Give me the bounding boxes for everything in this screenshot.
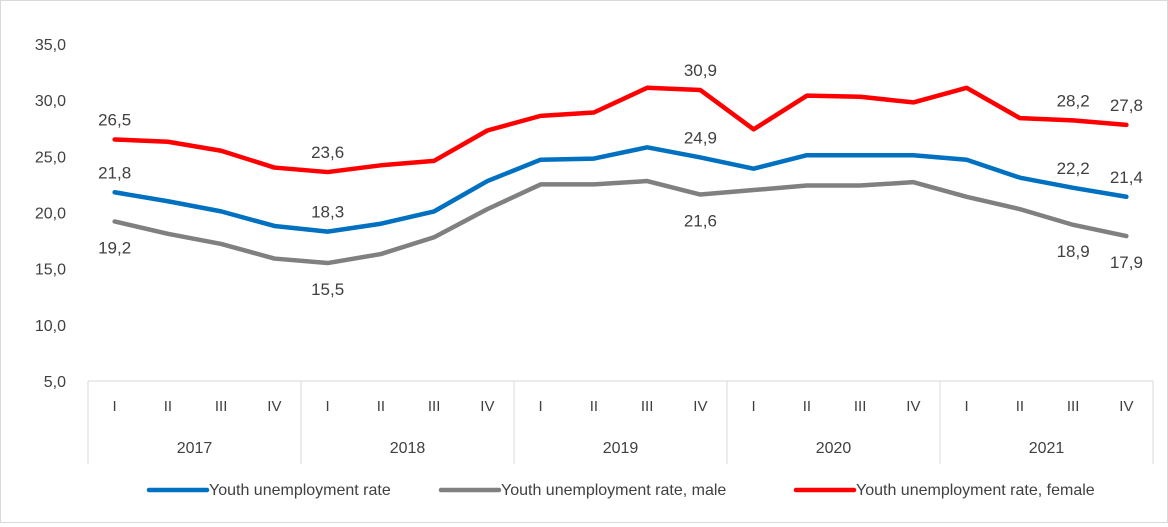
data-label: 30,9 bbox=[684, 61, 717, 80]
series-layer bbox=[112, 85, 1129, 266]
series-line bbox=[112, 178, 1129, 266]
quarter-tick-label: I bbox=[326, 398, 330, 415]
quarter-tick-label: I bbox=[113, 398, 117, 415]
year-tick-label: 2020 bbox=[816, 440, 852, 457]
quarter-tick-label: IV bbox=[906, 398, 920, 415]
series-line bbox=[112, 145, 1129, 234]
data-label: 22,2 bbox=[1057, 159, 1090, 178]
quarter-tick-label: I bbox=[539, 398, 543, 415]
year-tick-label: 2018 bbox=[390, 440, 426, 457]
legend: Youth unemployment rate Youth unemploymen… bbox=[146, 482, 1095, 499]
year-tick-label: 2021 bbox=[1029, 440, 1065, 457]
y-tick-label: 10,0 bbox=[35, 318, 66, 335]
quarter-tick-label: III bbox=[215, 398, 228, 415]
y-tick-label: 30,0 bbox=[35, 93, 66, 110]
y-tick-label: 20,0 bbox=[35, 206, 66, 223]
quarter-tick-label: II bbox=[164, 398, 172, 415]
quarter-tick-label: III bbox=[641, 398, 654, 415]
data-label: 19,2 bbox=[98, 238, 131, 257]
data-label: 15,5 bbox=[311, 280, 344, 299]
quarter-tick-label: IV bbox=[480, 398, 494, 415]
y-tick-label: 15,0 bbox=[35, 262, 66, 279]
legend-label: Youth unemployment rate bbox=[209, 482, 391, 499]
axis-layer: 5,010,015,020,025,030,035,0I II III IV2017I… bbox=[35, 37, 1154, 464]
data-label: 28,2 bbox=[1057, 91, 1090, 110]
y-tick-label: 25,0 bbox=[35, 149, 66, 166]
data-label: 24,9 bbox=[684, 128, 717, 147]
quarter-tick-label: II bbox=[377, 398, 385, 415]
y-tick-label: 5,0 bbox=[44, 374, 66, 391]
data-label: 26,5 bbox=[98, 110, 131, 129]
quarter-tick-label: III bbox=[854, 398, 867, 415]
data-label: 27,8 bbox=[1110, 96, 1143, 115]
data-label-layer: 21,8 18,3 24,9 22,2 21,4 19,2 15,5 21,6 18,9 17,9… bbox=[98, 61, 1143, 299]
data-label: 17,9 bbox=[1110, 253, 1143, 272]
legend-label: Youth unemployment rate, female bbox=[856, 482, 1095, 499]
quarter-tick-label: III bbox=[428, 398, 441, 415]
quarter-tick-label: II bbox=[1016, 398, 1024, 415]
quarter-tick-label: IV bbox=[267, 398, 281, 415]
data-label: 21,4 bbox=[1110, 168, 1143, 187]
data-label: 23,6 bbox=[311, 143, 344, 162]
year-tick-label: 2019 bbox=[603, 440, 639, 457]
data-label: 21,8 bbox=[98, 163, 131, 182]
quarter-tick-label: II bbox=[590, 398, 598, 415]
quarter-tick-label: III bbox=[1067, 398, 1080, 415]
quarter-tick-label: I bbox=[752, 398, 756, 415]
year-tick-label: 2017 bbox=[177, 440, 213, 457]
quarter-tick-label: IV bbox=[693, 398, 707, 415]
quarter-tick-label: I bbox=[965, 398, 969, 415]
y-tick-label: 35,0 bbox=[35, 37, 66, 54]
quarter-tick-label: IV bbox=[1119, 398, 1133, 415]
data-label: 18,9 bbox=[1057, 242, 1090, 261]
data-label: 21,6 bbox=[684, 212, 717, 231]
legend-label: Youth unemployment rate, male bbox=[501, 482, 726, 499]
series-line bbox=[112, 85, 1129, 175]
quarter-tick-label: II bbox=[803, 398, 811, 415]
data-label: 18,3 bbox=[311, 203, 344, 222]
